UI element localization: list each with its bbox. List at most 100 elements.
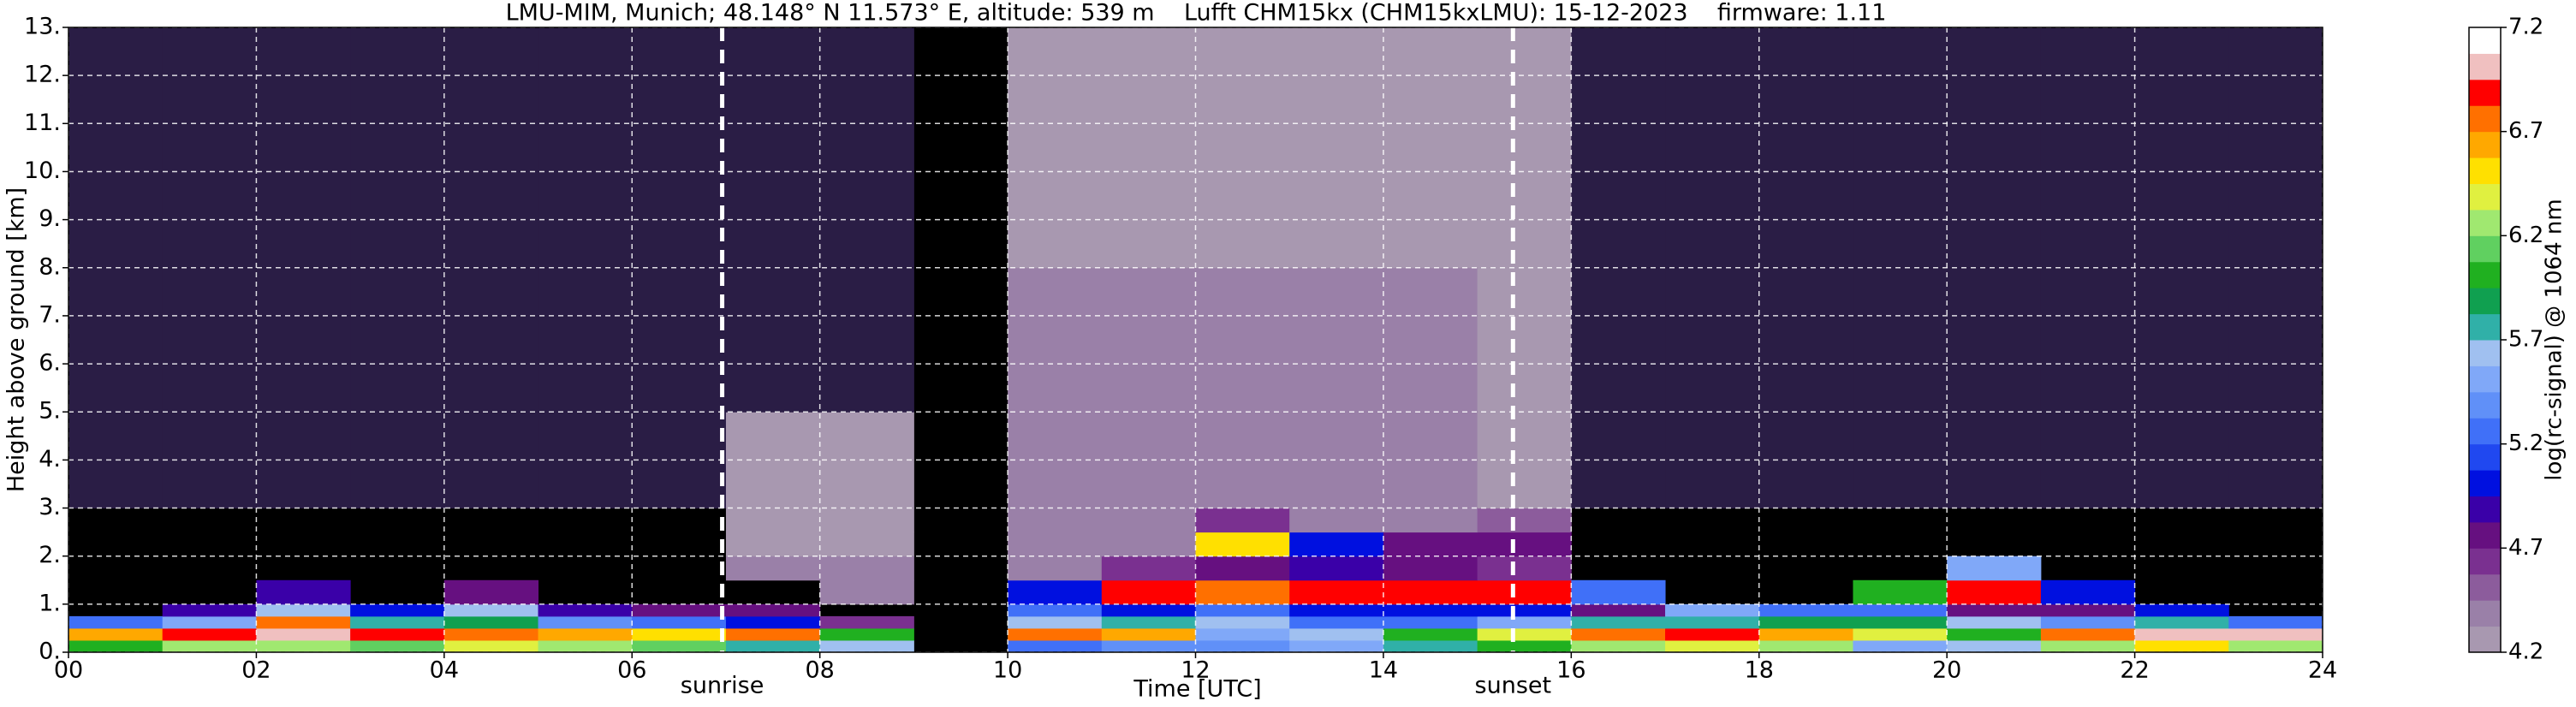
heatmap-cell: [632, 639, 727, 653]
heatmap-cell: [1101, 267, 1196, 413]
heatmap-cell: [350, 27, 445, 269]
heatmap-cell: [162, 639, 257, 653]
heatmap-cell: [819, 639, 914, 653]
heatmap-cell: [1383, 603, 1478, 617]
heatmap-cell: [1383, 532, 1478, 557]
y-tick-label: 3.: [39, 494, 61, 520]
colorbar-tick-label: 5.7: [2508, 327, 2543, 353]
heatmap-cell: [1383, 556, 1478, 581]
heatmap-cell: [2228, 267, 2323, 413]
heatmap-cell: [1571, 27, 1666, 269]
plot-frame: [68, 27, 2323, 653]
heatmap-cell: [1101, 603, 1196, 617]
heatmap-cell: [1853, 627, 1948, 641]
heatmap-cell: [1289, 579, 1384, 605]
heatmap-cell: [538, 267, 633, 413]
heatmap-cell: [68, 639, 164, 653]
heatmap-cell: [1289, 508, 1384, 533]
heatmap-cell: [2040, 579, 2136, 605]
heatmap-cell: [819, 508, 914, 533]
heatmap-cell: [162, 603, 257, 617]
heatmap-cell: [1008, 508, 1103, 533]
colorbar-segment: [2469, 183, 2501, 211]
heatmap-cell: [538, 603, 633, 617]
x-tick-label: 00: [54, 657, 83, 684]
y-tick-label: 9.: [39, 205, 61, 232]
y-tick-label: 11.: [24, 110, 61, 136]
heatmap-cell: [1101, 627, 1196, 641]
heatmap-cell: [2040, 27, 2136, 269]
heatmap-cell: [2040, 639, 2136, 653]
heatmap-cell: [1947, 615, 2042, 629]
colorbar-tick-label: 4.2: [2508, 639, 2543, 665]
y-tick-label: 4.: [39, 446, 61, 472]
colorbar-segment: [2469, 573, 2501, 601]
heatmap-cell: [256, 267, 351, 413]
heatmap-cell: [1853, 27, 1948, 269]
colorbar-segment: [2469, 209, 2501, 236]
x-tick-label: 06: [617, 657, 646, 684]
heatmap-cell: [2134, 639, 2229, 653]
heatmap-cell: [443, 27, 539, 269]
x-tick-label: 16: [1556, 657, 1585, 684]
colorbar-tick-label: 5.2: [2508, 431, 2543, 456]
heatmap-cell: [162, 627, 257, 641]
heatmap-cell: [443, 579, 539, 605]
heatmap-cell: [1289, 603, 1384, 617]
heatmap-cell: [2228, 639, 2323, 653]
colorbar-tick-label: 7.2: [2508, 15, 2543, 40]
heatmap-cell: [1195, 615, 1290, 629]
heatmap-cell: [2134, 627, 2229, 641]
heatmap-cell: [1477, 579, 1572, 605]
colorbar-segment: [2469, 340, 2501, 366]
heatmap-cell: [538, 27, 633, 269]
heatmap-cell: [1477, 27, 1572, 269]
y-tick-label: 0.: [39, 639, 61, 665]
heatmap-cell: [1008, 603, 1103, 617]
heatmap-cell: [725, 267, 821, 413]
colorbar-segment: [2469, 235, 2501, 263]
heatmap-cell: [1665, 267, 1760, 413]
heatmap-cell: [1947, 27, 2042, 269]
heatmap-cell: [350, 639, 445, 653]
heatmap-cell: [350, 627, 445, 641]
heatmap-cell: [1289, 27, 1384, 269]
heatmap-cell: [1195, 267, 1290, 413]
heatmap-cell: [1383, 267, 1478, 413]
heatmap-cell: [819, 579, 914, 605]
heatmap-cell: [1571, 639, 1666, 653]
heatmap-cell: [1195, 532, 1290, 557]
heatmap-cell: [443, 603, 539, 617]
heatmap-cell: [725, 615, 821, 629]
heatmap-cell: [1383, 627, 1478, 641]
heatmap-cell: [1383, 27, 1478, 269]
y-tick-label: 12.: [24, 62, 61, 88]
heatmap-cell: [538, 627, 633, 641]
heatmap-cell: [1008, 627, 1103, 641]
heatmap-cell: [1383, 579, 1478, 605]
heatmap-cell: [1758, 639, 1853, 653]
y-tick-label: 10.: [24, 157, 61, 184]
heatmap-cell: [1665, 27, 1760, 269]
heatmap-cell: [1853, 615, 1948, 629]
heatmap-cell: [1571, 603, 1666, 617]
colorbar-tick-label: 6.2: [2508, 223, 2543, 248]
heatmap-cell: [443, 615, 539, 629]
heatmap-cell: [1947, 627, 2042, 641]
colorbar-segment: [2469, 521, 2501, 549]
heatmap-cell: [2040, 267, 2136, 413]
heatmap-cell: [2134, 27, 2229, 269]
heatmap-cell: [1195, 603, 1290, 617]
heatmap-cell: [162, 267, 257, 413]
heatmap-cell: [1008, 579, 1103, 605]
heatmap-cell: [725, 508, 821, 533]
heatmap-cell: [1477, 615, 1572, 629]
y-tick-label: 13.: [24, 14, 61, 40]
heatmap-cell: [1289, 639, 1384, 653]
heatmap-cell: [162, 615, 257, 629]
colorbar-label: log(rc-signal) @ 1064 nm: [2542, 199, 2567, 480]
heatmap-cell: [256, 579, 351, 605]
colorbar-tick-label: 6.7: [2508, 118, 2543, 144]
heatmap-cell: [1008, 639, 1103, 653]
